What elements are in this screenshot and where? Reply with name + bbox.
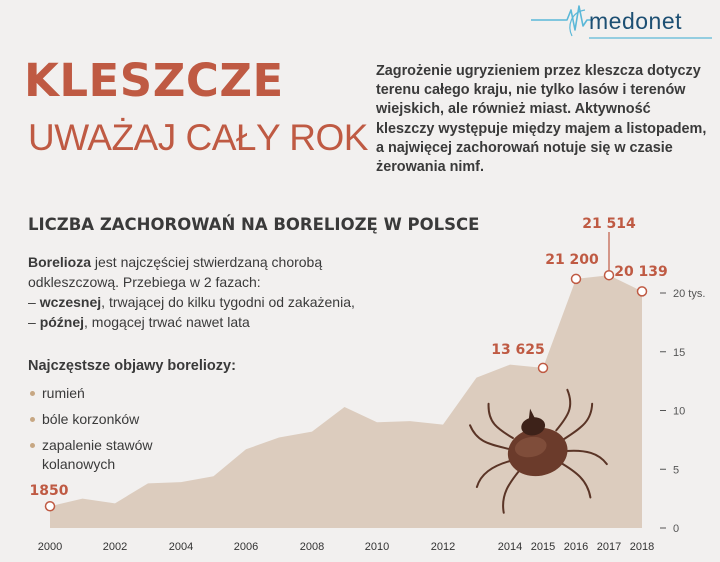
phase-early-term: wczesnej bbox=[39, 294, 102, 310]
data-label: 13 625 bbox=[491, 342, 545, 358]
phase-late-term: późnej bbox=[39, 314, 85, 330]
data-label: 1850 bbox=[30, 483, 69, 499]
x-tick-label: 2014 bbox=[498, 541, 522, 553]
dash: – bbox=[28, 294, 40, 310]
tick-icon bbox=[469, 388, 608, 514]
x-tick-label: 2010 bbox=[365, 541, 389, 553]
page-subtitle: UWAŻAJ CAŁY ROK bbox=[28, 117, 368, 158]
x-tick-label: 2012 bbox=[431, 541, 455, 553]
medonet-logo-icon bbox=[531, 5, 712, 39]
dash: – bbox=[28, 314, 40, 330]
x-tick-label: 2015 bbox=[531, 541, 555, 553]
phase-early-rest: , trwającej do kilku tygodni od zakażeni… bbox=[101, 294, 355, 310]
data-label: 21 514 bbox=[582, 216, 636, 232]
data-point-marker bbox=[44, 501, 56, 512]
list-item: bóle korzonków bbox=[30, 410, 182, 429]
phase-early: – wczesnej, trwającej do kilku tygodni o… bbox=[28, 292, 388, 312]
x-axis: 2000 2002 2004 2006 2008 2010 2012 2014 2015 2016… bbox=[38, 541, 654, 553]
cases-area bbox=[50, 275, 642, 528]
data-point-marker bbox=[636, 286, 648, 297]
data-point-marker bbox=[537, 362, 549, 374]
symptoms-list: rumień bóle korzonków zapalenie stawów k… bbox=[30, 384, 182, 481]
annotations: 1850 13 625 21 200 21 514 20 139 bbox=[30, 216, 668, 512]
description: Borelioza jest najczęściej stwierdzaną c… bbox=[28, 252, 388, 332]
x-tick-label: 2017 bbox=[597, 541, 621, 553]
y-tick-label: 20 tys. bbox=[673, 288, 705, 300]
data-label: 21 200 bbox=[545, 252, 599, 268]
data-label: 20 139 bbox=[614, 264, 668, 280]
term: Borelioza bbox=[28, 254, 92, 270]
x-tick-label: 2016 bbox=[564, 541, 588, 553]
phase-late-rest: , mogącej trwać nawet lata bbox=[84, 314, 250, 330]
data-point-marker bbox=[603, 269, 615, 281]
page-title: KLESZCZE bbox=[24, 54, 284, 107]
x-tick-label: 2002 bbox=[103, 541, 127, 553]
list-item: rumień bbox=[30, 384, 182, 403]
intro-text: Zagrożenie ugryzieniem przez kleszcza do… bbox=[376, 63, 707, 176]
chart-title: LICZBA ZACHOROWAŃ NA BORELIOZĘ W POLSCE bbox=[28, 215, 480, 234]
symptoms-title: Najczęstsze objawy boreliozy: bbox=[28, 358, 236, 374]
y-axis: 0 5 10 15 20 tys. bbox=[660, 288, 705, 535]
list-item: zapalenie stawów kolanowych bbox=[30, 436, 182, 474]
phase-late: – późnej, mogącej trwać nawet lata bbox=[28, 312, 388, 332]
brand-name: medonet bbox=[589, 8, 683, 34]
y-tick-label: 0 bbox=[673, 523, 679, 535]
y-tick-label: 5 bbox=[673, 464, 679, 476]
x-tick-label: 2006 bbox=[234, 541, 258, 553]
y-tick-label: 10 bbox=[673, 406, 685, 418]
y-tick-label: 15 bbox=[673, 347, 685, 359]
x-tick-label: 2018 bbox=[630, 541, 654, 553]
x-tick-label: 2004 bbox=[169, 541, 193, 553]
term-rest: jest najczęściej stwierdzaną chorobą odk… bbox=[28, 254, 323, 290]
data-point-marker bbox=[570, 273, 582, 285]
x-tick-label: 2000 bbox=[38, 541, 62, 553]
x-tick-label: 2008 bbox=[300, 541, 324, 553]
description-line: Borelioza jest najczęściej stwierdzaną c… bbox=[28, 252, 388, 292]
